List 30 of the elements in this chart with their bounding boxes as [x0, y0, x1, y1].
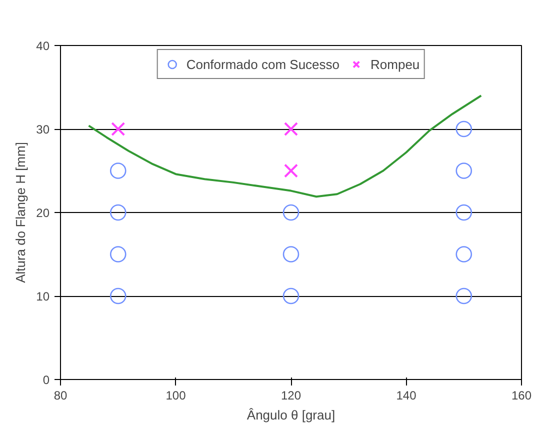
y-tick-label: 10 [36, 290, 50, 304]
point [110, 162, 126, 179]
point [284, 164, 298, 178]
point [282, 288, 300, 304]
point [456, 120, 472, 138]
y-tick-label: 30 [36, 122, 50, 136]
x-tick-label: 120 [280, 388, 302, 402]
y-tick-label: 0 [42, 373, 50, 387]
point [111, 122, 126, 136]
y-axis-title: Altura do Flange H [mm] [13, 142, 28, 283]
y-tick-label: 40 [36, 39, 50, 53]
legend-label: Conformado com Sucesso [186, 56, 340, 72]
point [456, 204, 472, 221]
legend-label: Rompeu [370, 56, 420, 72]
point [282, 246, 300, 262]
point [456, 162, 472, 179]
x-axis-title: Ângulo θ [grau] [246, 408, 336, 422]
line-series [88, 94, 482, 198]
x-tick-label: 80 [54, 388, 68, 402]
y-tick-label: 20 [36, 206, 50, 220]
x-tick-label: 100 [166, 388, 186, 402]
point [110, 204, 126, 221]
point [284, 122, 298, 136]
point [282, 204, 300, 221]
point [110, 288, 126, 304]
point [456, 246, 472, 262]
point [456, 288, 472, 304]
x-tick-label: 140 [396, 388, 417, 402]
x-tick-label: 160 [511, 388, 532, 402]
point [110, 246, 126, 262]
